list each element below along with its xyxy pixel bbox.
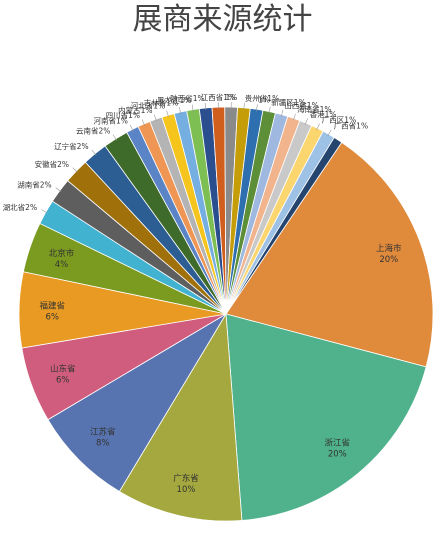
leader-line-13 [129, 124, 134, 132]
pie-slice-1 [225, 141, 434, 368]
slice-label-9: 湖南省2% [17, 180, 51, 190]
slice-label-value-4: 8% [96, 439, 110, 449]
pie-slices [18, 106, 434, 522]
chart-title: 展商来源统计 [132, 2, 313, 37]
slice-label-15: 内蒙古1% [118, 105, 152, 115]
slice-label-18: 黑龙江1% [157, 95, 191, 105]
leader-line-29 [327, 129, 332, 137]
leader-line-26 [292, 113, 296, 121]
slice-label-25: 山西省1% [284, 100, 318, 110]
slice-label-13: 河南省1% [93, 116, 127, 126]
slice-label-name-4: 江苏省 [90, 427, 116, 438]
leader-line-23 [256, 104, 258, 112]
leader-line-8 [41, 209, 48, 214]
slice-label-27: 香港1% [310, 109, 337, 119]
slice-label-name-1: 上海市 [376, 243, 402, 254]
leader-line-17 [179, 107, 182, 115]
slice-label-name-7: 北京市 [49, 248, 75, 259]
pie-slice-3 [118, 312, 243, 522]
slice-label-value-7: 4% [55, 260, 69, 270]
slice-label-17: 吉林省1% [144, 97, 178, 107]
slice-label-23: 1% [258, 95, 270, 104]
slice-labels: 上海市20%浙江省20%广东省10%江苏省8%山东省6%福建省6%北京市4%湖北… [3, 92, 402, 495]
slice-label-name-3: 广东省 [173, 473, 199, 484]
slice-label-14: 四川省1% [106, 110, 140, 120]
slice-label-20: 江西省1% [201, 92, 235, 102]
slice-label-value-1: 20% [379, 255, 398, 265]
slice-label-24: 新疆区1% [271, 97, 305, 107]
slice-label-16: 河北省1% [131, 101, 165, 111]
leader-line-28 [316, 123, 320, 131]
pie-slice-2 [225, 313, 427, 521]
slice-label-21: 1% [225, 93, 237, 102]
leader-line-9 [55, 187, 62, 193]
leader-line-15 [153, 114, 157, 122]
leader-line-11 [91, 149, 97, 156]
leader-line-12 [112, 134, 118, 141]
slice-label-28: 广西区1% [322, 114, 356, 124]
leader-line-10 [72, 167, 78, 173]
slice-label-12: 云南省2% [76, 125, 110, 135]
slice-label-name-2: 浙江省 [325, 438, 351, 449]
leader-line-22 [243, 102, 245, 110]
leader-line-18 [191, 104, 194, 112]
leader-line-14 [141, 119, 146, 126]
slice-label-29: 广西省1% [334, 121, 368, 131]
slice-label-name-6: 福建省 [39, 301, 65, 312]
slice-label-8: 湖北省2% [3, 202, 37, 212]
leader-line-24 [268, 106, 271, 114]
pie-slice-30 [225, 136, 343, 315]
slice-label-value-2: 20% [328, 450, 347, 460]
slice-label-19: 陕西省1% [170, 93, 204, 103]
leader-line-27 [304, 118, 308, 125]
leader-line-19 [204, 102, 207, 111]
slice-label-value-5: 6% [56, 376, 70, 386]
slice-label-11: 辽宁省2% [54, 141, 88, 151]
slice-label-26: 海南省1% [297, 104, 331, 114]
leader-lines [41, 102, 332, 214]
slice-label-name-5: 山东省 [50, 364, 76, 375]
slice-label-value-6: 6% [45, 313, 59, 323]
slice-label-22: 贵州省1% [245, 93, 279, 103]
leader-line-25 [280, 109, 284, 117]
slice-label-value-3: 10% [177, 485, 196, 495]
slice-label-10: 安徽省2% [35, 159, 69, 169]
pie-slice-4 [47, 313, 227, 492]
leader-line-16 [166, 110, 169, 118]
